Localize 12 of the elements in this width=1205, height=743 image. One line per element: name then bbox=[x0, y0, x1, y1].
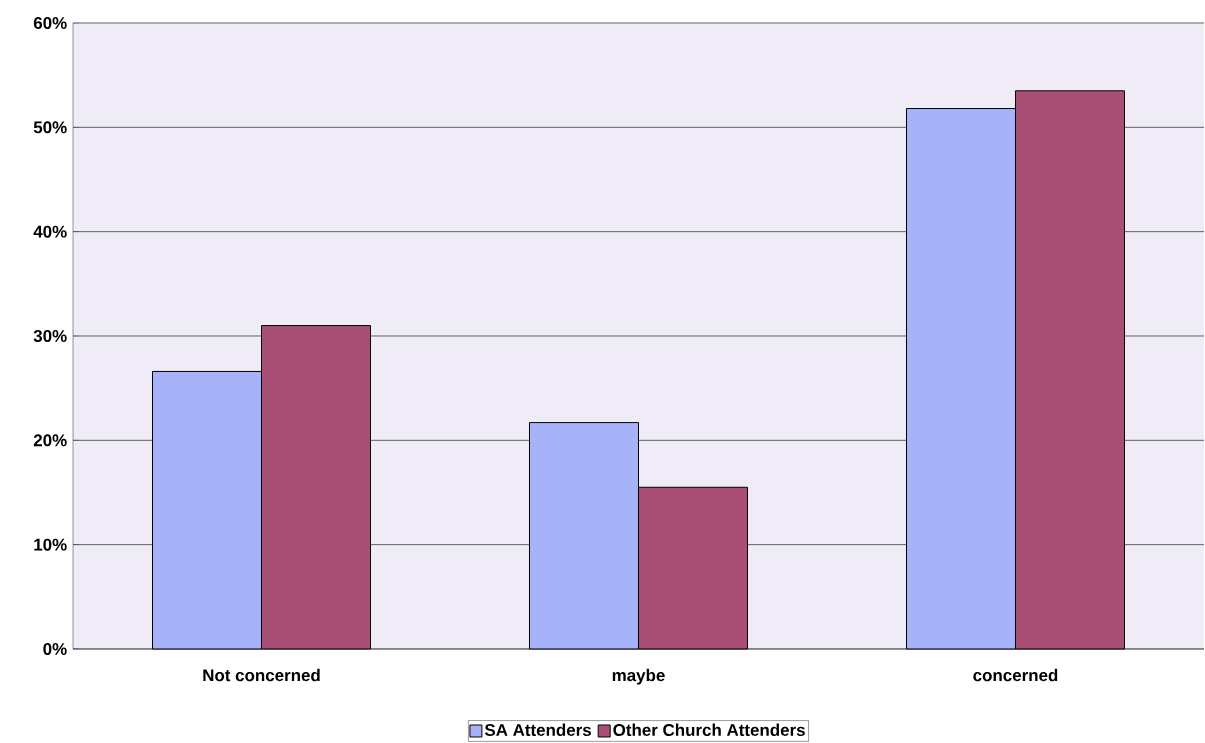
y-tick-label: 0% bbox=[43, 642, 67, 655]
y-tick-label: 60% bbox=[33, 16, 67, 29]
y-tick-label: 30% bbox=[33, 329, 67, 342]
x-tick-label: maybe bbox=[612, 668, 665, 685]
legend-label: SA Attenders bbox=[484, 723, 591, 737]
x-tick-label: concerned bbox=[973, 668, 1058, 682]
y-tick-label: 40% bbox=[33, 225, 67, 238]
legend-label: Other Church Attenders bbox=[613, 723, 805, 737]
y-tick-label: 50% bbox=[33, 121, 67, 134]
y-tick-label: 10% bbox=[34, 538, 67, 551]
y-tick-label: 20% bbox=[33, 434, 67, 447]
x-tick-label: Not concerned bbox=[203, 668, 320, 682]
